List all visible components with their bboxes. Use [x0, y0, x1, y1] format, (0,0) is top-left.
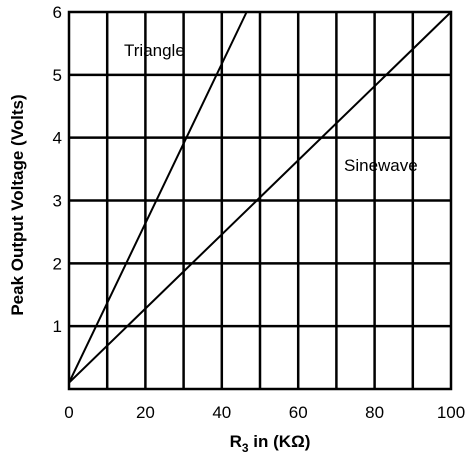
x-tick-label: 80	[365, 403, 384, 422]
x-axis-title-subscript: 3	[242, 441, 249, 455]
y-tick-label: 5	[53, 66, 62, 85]
y-tick-labels: 1 2 3 4 5 6	[53, 3, 62, 336]
series-line-triangle	[68, 11, 248, 384]
x-tick-label: 60	[289, 403, 308, 422]
y-tick-label: 6	[53, 3, 62, 22]
series-lines	[68, 11, 452, 384]
x-axis-title-main: R	[230, 432, 242, 451]
y-axis-title: Peak Output Voltage (Volts)	[8, 94, 27, 315]
y-tick-label: 1	[53, 317, 62, 336]
x-tick-label: 100	[437, 403, 465, 422]
y-tick-label: 4	[53, 129, 62, 148]
x-tick-label: 0	[64, 403, 73, 422]
x-tick-label: 40	[212, 403, 231, 422]
plot-frame	[67, 10, 453, 391]
x-tick-label: 20	[136, 403, 155, 422]
series-line-sinewave	[68, 11, 452, 384]
x-axis-title-rest: in (KΩ)	[249, 432, 311, 451]
series-label-triangle: Triangle	[124, 41, 185, 60]
series-label-sinewave: Sinewave	[344, 156, 418, 175]
y-tick-label: 2	[53, 254, 62, 273]
x-tick-labels: 0 20 40 60 80 100	[64, 403, 465, 422]
y-tick-label: 3	[53, 192, 62, 211]
x-axis-title: R3 in (KΩ)	[230, 432, 311, 455]
